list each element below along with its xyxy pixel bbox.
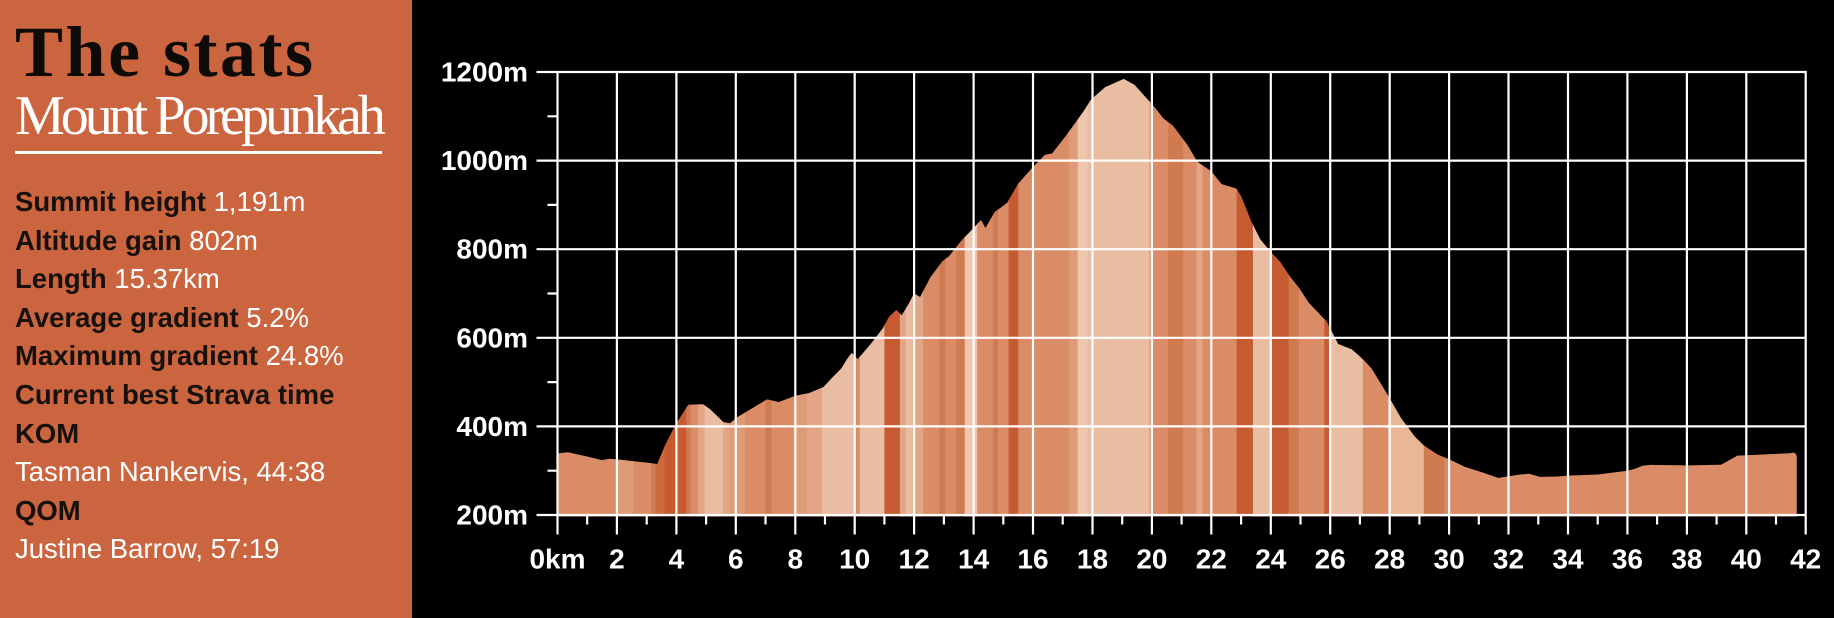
svg-text:0km: 0km — [529, 544, 585, 575]
svg-text:38: 38 — [1671, 544, 1702, 575]
svg-text:10: 10 — [839, 544, 870, 575]
svg-text:8: 8 — [788, 544, 804, 575]
svg-text:26: 26 — [1315, 544, 1346, 575]
svg-text:28: 28 — [1374, 544, 1405, 575]
svg-text:30: 30 — [1434, 544, 1465, 575]
svg-text:16: 16 — [1017, 544, 1048, 575]
svg-text:600m: 600m — [456, 322, 528, 353]
svg-text:32: 32 — [1493, 544, 1524, 575]
svg-text:36: 36 — [1612, 544, 1643, 575]
svg-text:800m: 800m — [456, 234, 528, 265]
svg-text:200m: 200m — [456, 500, 528, 531]
svg-text:2: 2 — [609, 544, 625, 575]
svg-text:22: 22 — [1196, 544, 1227, 575]
svg-text:1000m: 1000m — [441, 145, 528, 176]
svg-text:1200m: 1200m — [441, 57, 528, 88]
svg-text:400m: 400m — [456, 411, 528, 442]
svg-text:4: 4 — [669, 544, 685, 575]
svg-text:24: 24 — [1255, 544, 1287, 575]
svg-text:6: 6 — [728, 544, 744, 575]
svg-text:34: 34 — [1552, 544, 1584, 575]
svg-text:18: 18 — [1077, 544, 1108, 575]
svg-text:42: 42 — [1790, 544, 1821, 575]
svg-text:14: 14 — [958, 544, 990, 575]
svg-text:12: 12 — [899, 544, 930, 575]
svg-text:40: 40 — [1731, 544, 1762, 575]
svg-text:20: 20 — [1136, 544, 1167, 575]
